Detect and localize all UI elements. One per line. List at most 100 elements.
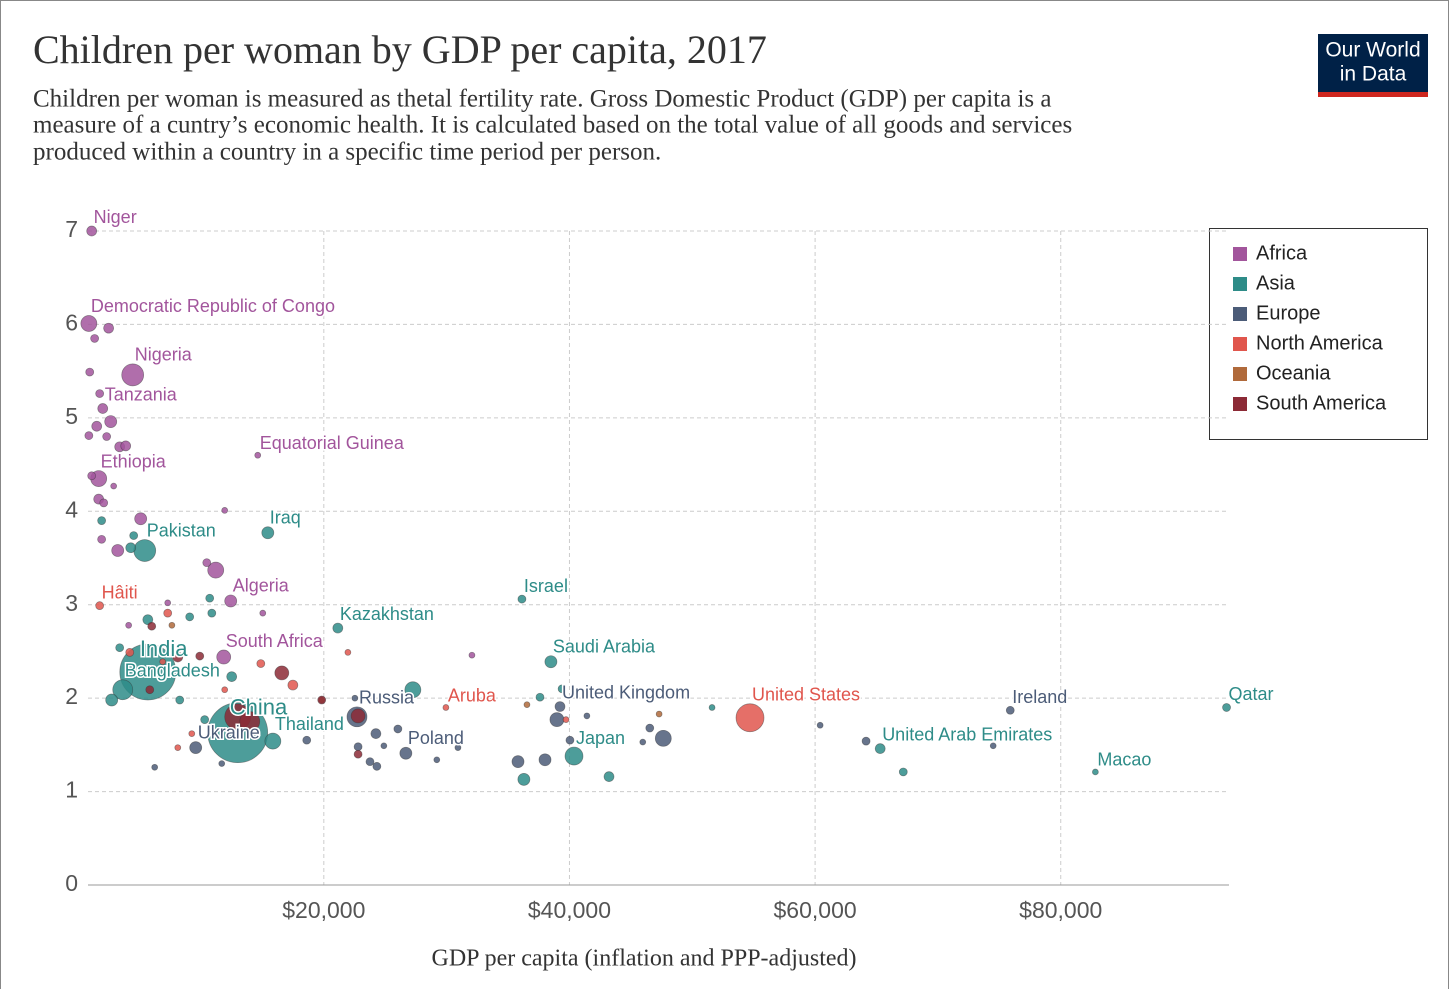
bubble [163, 608, 173, 618]
bubble [1092, 768, 1099, 776]
point-label: Ethiopia [101, 451, 167, 471]
bubble [603, 771, 615, 782]
bubble [218, 760, 226, 767]
bubble [102, 432, 112, 441]
bubble [205, 593, 215, 603]
legend-label: South America [1256, 392, 1387, 414]
bubble [989, 742, 997, 750]
bubble [898, 767, 908, 777]
bubble [112, 679, 134, 701]
bubble [121, 363, 145, 387]
bubble [151, 763, 159, 771]
legend-swatch [1233, 277, 1247, 291]
y-tick-label: 6 [65, 310, 78, 336]
point-label: Macao [1097, 750, 1151, 770]
point-label: Pakistan [147, 520, 216, 540]
bubble [104, 415, 118, 428]
bubble [239, 711, 261, 732]
bubble [86, 225, 98, 237]
legend-swatch [1233, 367, 1247, 381]
bubble [655, 710, 663, 718]
bubble [147, 621, 157, 631]
point-label: United States [752, 685, 860, 705]
bubble [115, 643, 125, 653]
chart-subtitle: produced within a country in a specific … [33, 139, 661, 166]
bubble [111, 544, 125, 557]
point-label: Japan [576, 728, 625, 748]
bubble [164, 599, 172, 607]
point-label: Israel [524, 576, 568, 596]
bubble [287, 679, 299, 691]
bubble [468, 651, 476, 659]
bubble [200, 715, 210, 724]
bubble [433, 756, 441, 764]
bubble [195, 651, 205, 661]
bubble [511, 755, 525, 769]
bubble [207, 608, 217, 618]
bubble [393, 724, 403, 734]
legend-swatch [1233, 337, 1247, 351]
logo-underline [1318, 92, 1428, 97]
bubble [365, 757, 375, 767]
chart-subtitle: measure of a cuntry’s economic health. I… [33, 112, 1072, 139]
bubble [535, 692, 545, 702]
point-label: Niger [94, 207, 137, 227]
y-tick-label: 7 [65, 216, 78, 242]
bubble [97, 516, 106, 525]
bubble [816, 721, 824, 729]
point-label: South Africa [226, 631, 324, 651]
y-tick-label: 3 [65, 590, 78, 616]
point-label: Kazakhstan [340, 604, 434, 624]
bubble [87, 471, 97, 481]
bubble [175, 695, 185, 705]
bubble [84, 431, 94, 440]
y-tick-label: 5 [65, 403, 78, 429]
bubble [708, 704, 716, 711]
bubble [174, 744, 182, 751]
bubble [256, 659, 266, 668]
logo-text: Our World [1325, 39, 1420, 62]
bubble [399, 746, 413, 760]
bubble [259, 609, 267, 617]
bubble [168, 621, 176, 629]
bubble [517, 594, 527, 604]
bubble [350, 708, 366, 724]
point-label: Equatorial Guinea [260, 433, 405, 453]
bubble [221, 507, 229, 514]
legend-swatch [1233, 397, 1247, 411]
bubble [332, 622, 344, 634]
point-label: Democratic Republic of Congo [91, 296, 335, 316]
bubble [523, 701, 531, 709]
point-label: India [140, 636, 188, 661]
y-tick-label: 4 [65, 496, 78, 522]
x-tick-label: $80,000 [1019, 897, 1102, 923]
bubble [224, 594, 238, 608]
legend-label: Asia [1256, 272, 1296, 294]
bubble [85, 367, 95, 377]
bubble [549, 712, 565, 727]
bubble [90, 334, 99, 343]
bubble [125, 621, 132, 629]
bubble [351, 694, 359, 702]
bubble [125, 542, 137, 554]
bubble [404, 681, 422, 699]
legend-label: North America [1256, 332, 1384, 354]
bubble [172, 651, 184, 663]
bubble [264, 732, 282, 750]
bubble [261, 526, 275, 540]
legend-label: Europe [1256, 302, 1321, 324]
bubble [1222, 703, 1231, 712]
bubble [80, 315, 98, 332]
bubble [129, 531, 139, 540]
point-label: Russia [359, 688, 415, 708]
bubble [562, 716, 570, 723]
bubble [370, 728, 382, 739]
point-label: Poland [408, 728, 464, 748]
bubble [735, 703, 765, 733]
bubble [159, 658, 166, 666]
point-label: Ukraine [198, 722, 260, 742]
bubble [861, 736, 871, 746]
bubble [125, 648, 135, 657]
point-label: China [230, 695, 288, 720]
